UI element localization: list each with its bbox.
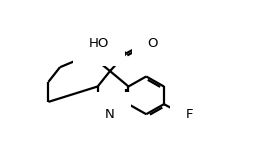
Text: O: O <box>148 37 158 50</box>
Text: HO: HO <box>89 37 109 50</box>
Text: F: F <box>186 108 194 121</box>
Text: N: N <box>105 108 115 121</box>
